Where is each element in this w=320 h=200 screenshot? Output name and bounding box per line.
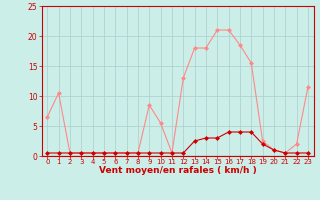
X-axis label: Vent moyen/en rafales ( km/h ): Vent moyen/en rafales ( km/h ) [99,166,256,175]
